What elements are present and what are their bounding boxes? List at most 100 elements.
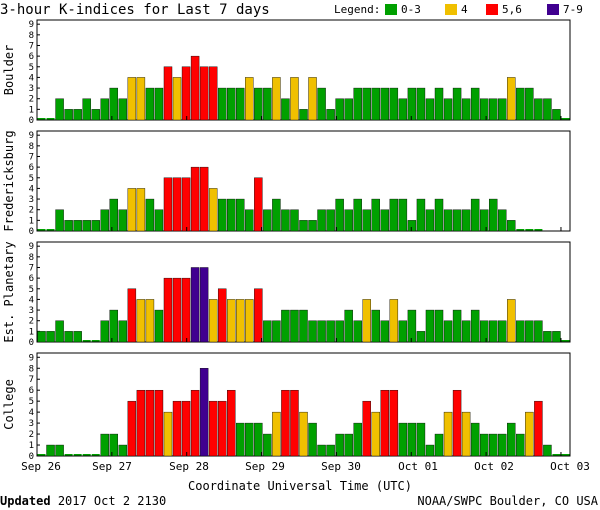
k-bar bbox=[525, 320, 534, 343]
k-bar bbox=[389, 198, 399, 232]
k-bar bbox=[46, 118, 55, 120]
k-bar bbox=[443, 411, 453, 457]
k-bar bbox=[552, 454, 561, 456]
k-bar bbox=[199, 166, 209, 232]
k-bar bbox=[145, 198, 155, 232]
k-bar bbox=[254, 177, 263, 232]
k-bar bbox=[37, 118, 46, 120]
k-bar bbox=[552, 109, 561, 121]
k-bar bbox=[425, 98, 435, 121]
k-bar bbox=[281, 389, 290, 457]
k-bar bbox=[443, 209, 453, 232]
k-bar bbox=[398, 198, 408, 232]
k-bar bbox=[290, 77, 299, 121]
k-bar bbox=[488, 320, 498, 343]
y-tick-label: 1 bbox=[29, 216, 34, 226]
k-bar bbox=[290, 309, 299, 343]
k-bar bbox=[217, 400, 227, 457]
k-bar bbox=[46, 331, 55, 343]
k-bar bbox=[73, 454, 82, 456]
k-bar bbox=[416, 422, 426, 457]
k-bar bbox=[145, 389, 155, 457]
x-tick-label: Oct 02 bbox=[474, 460, 514, 473]
x-tick-label: Oct 03 bbox=[550, 460, 590, 473]
k-bar bbox=[55, 209, 64, 232]
legend-swatch-1 bbox=[445, 4, 457, 15]
k-bar bbox=[227, 389, 236, 457]
k-bar bbox=[281, 209, 290, 232]
k-bar bbox=[317, 444, 326, 457]
k-bar bbox=[118, 444, 128, 457]
k-bar bbox=[543, 444, 552, 457]
k-bar bbox=[507, 77, 516, 121]
k-bar bbox=[416, 198, 426, 232]
k-bar bbox=[236, 198, 245, 232]
k-bar bbox=[479, 209, 489, 232]
k-bar bbox=[534, 98, 543, 121]
k-bar bbox=[127, 77, 137, 121]
k-bar bbox=[46, 229, 55, 231]
k-bar bbox=[172, 177, 182, 232]
k-bar bbox=[507, 220, 516, 232]
k-bar bbox=[55, 98, 64, 121]
y-tick-label: 3 bbox=[29, 195, 34, 205]
k-bar bbox=[525, 229, 534, 231]
footer: Updated 2017 Oct 2 2130 NOAA/SWPC Boulde… bbox=[0, 494, 599, 508]
k-bar bbox=[172, 277, 182, 343]
k-bar bbox=[55, 320, 64, 343]
k-bar bbox=[507, 299, 516, 343]
k-bar bbox=[227, 87, 236, 121]
k-bar bbox=[344, 98, 353, 121]
k-bar bbox=[434, 87, 444, 121]
k-bar bbox=[380, 320, 390, 343]
k-bar bbox=[525, 411, 534, 457]
k-bar bbox=[371, 309, 380, 343]
k-bar bbox=[272, 320, 281, 343]
k-bar bbox=[100, 433, 109, 457]
k-bar bbox=[308, 422, 317, 457]
k-bar bbox=[335, 98, 344, 121]
y-tick-label: 1 bbox=[29, 327, 34, 337]
k-bar bbox=[227, 198, 236, 232]
k-bar bbox=[172, 400, 182, 457]
k-bar bbox=[416, 87, 426, 121]
k-bar bbox=[46, 444, 55, 457]
k-bar bbox=[479, 320, 489, 343]
k-bar bbox=[100, 320, 109, 343]
y-tick-label: 4 bbox=[29, 184, 34, 194]
k-bar bbox=[371, 411, 380, 457]
x-axis-label: Coordinate Universal Time (UTC) bbox=[188, 479, 412, 493]
k-bar bbox=[217, 87, 227, 121]
k-bar bbox=[73, 220, 82, 232]
k-bar bbox=[82, 220, 91, 232]
k-bar bbox=[425, 309, 435, 343]
x-tick-label: Sep 29 bbox=[245, 460, 285, 473]
k-bar bbox=[407, 220, 417, 232]
legend-label: Legend: bbox=[334, 3, 380, 16]
footer-credit: NOAA/SWPC Boulder, CO USA bbox=[417, 494, 598, 508]
k-bar bbox=[154, 209, 164, 232]
k-bar bbox=[335, 198, 344, 232]
k-bar bbox=[344, 433, 353, 457]
y-tick-label: 9 bbox=[29, 20, 34, 30]
k-bar bbox=[181, 66, 191, 121]
k-bar bbox=[425, 444, 435, 457]
k-bar bbox=[190, 389, 200, 457]
k-bar bbox=[208, 66, 218, 121]
k-bar bbox=[516, 433, 525, 457]
k-bar bbox=[281, 309, 290, 343]
y-tick-label: 3 bbox=[29, 419, 34, 429]
y-tick-label: 7 bbox=[29, 41, 34, 51]
k-bar bbox=[461, 320, 471, 343]
k-bar bbox=[488, 433, 498, 457]
k-bar bbox=[64, 331, 73, 343]
k-bar bbox=[389, 389, 399, 457]
y-tick-label: 2 bbox=[29, 206, 34, 216]
k-bar bbox=[245, 209, 254, 232]
k-bar bbox=[317, 320, 326, 343]
k-bar bbox=[190, 166, 200, 232]
k-bar bbox=[479, 98, 489, 121]
k-bar bbox=[82, 454, 91, 456]
chart-title: 3-hour K-indices for Last 7 days bbox=[0, 2, 270, 18]
footer-updated: Updated 2017 Oct 2 2130 bbox=[0, 494, 166, 508]
